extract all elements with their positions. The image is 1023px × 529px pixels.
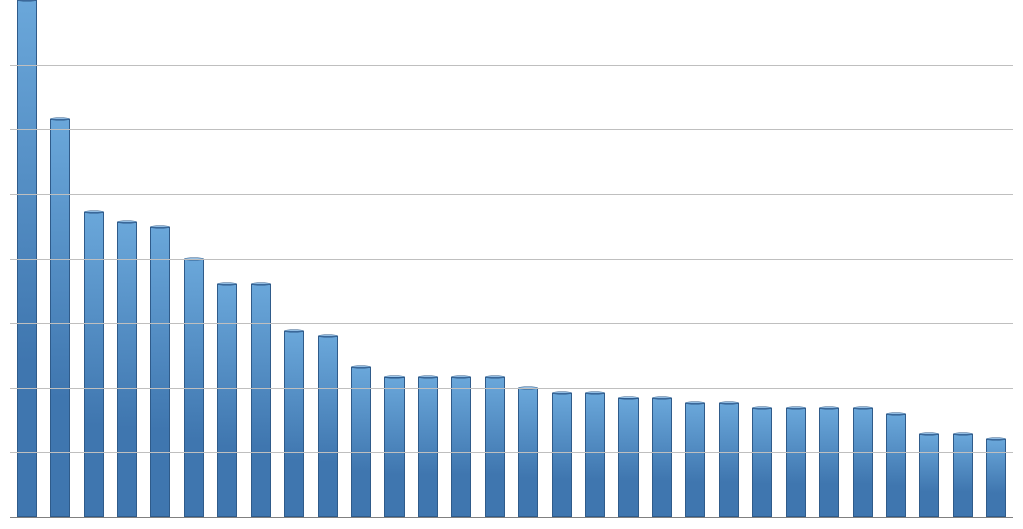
bar: [719, 403, 739, 517]
bar: [552, 393, 572, 517]
gridline: [10, 323, 1013, 324]
bar-body: [451, 377, 471, 517]
bar: [150, 227, 170, 517]
bar: [117, 222, 137, 517]
bar-body: [986, 439, 1006, 517]
bar-bevel: [886, 412, 906, 415]
bar-body: [552, 393, 572, 517]
bar-body: [853, 408, 873, 517]
bar: [752, 408, 772, 517]
bar-body: [819, 408, 839, 517]
bar: [652, 398, 672, 517]
gridline: [10, 65, 1013, 66]
bar-bevel: [50, 117, 70, 120]
bar: [384, 377, 404, 517]
bar: [886, 414, 906, 517]
gridline: [10, 388, 1013, 389]
bar: [351, 367, 371, 517]
bar: [919, 434, 939, 517]
bar-body: [585, 393, 605, 517]
bar: [418, 377, 438, 517]
bar: [217, 284, 237, 517]
bar-body: [284, 331, 304, 517]
baseline: [10, 517, 1013, 518]
bar: [986, 439, 1006, 517]
bar-bevel: [84, 210, 104, 213]
bar: [953, 434, 973, 517]
bar: [251, 284, 271, 517]
bar-body: [485, 377, 505, 517]
bar-chart: [10, 0, 1013, 517]
bar: [318, 336, 338, 517]
bar-body: [786, 408, 806, 517]
bar-body: [351, 367, 371, 517]
bar-body: [886, 414, 906, 517]
bar-body: [217, 284, 237, 517]
bar-body: [418, 377, 438, 517]
bar: [284, 331, 304, 517]
bar-body: [953, 434, 973, 517]
bar-body: [384, 377, 404, 517]
plot-area: [10, 0, 1013, 517]
gridline: [10, 452, 1013, 453]
bar-bevel: [284, 329, 304, 332]
bar: [585, 393, 605, 517]
bar-bevel: [552, 391, 572, 394]
bar: [819, 408, 839, 517]
bar-body: [685, 403, 705, 517]
bar: [685, 403, 705, 517]
bar-body: [50, 119, 70, 517]
bar: [485, 377, 505, 517]
bar: [853, 408, 873, 517]
bar-body: [652, 398, 672, 517]
bar-body: [318, 336, 338, 517]
bar: [451, 377, 471, 517]
bar-body: [719, 403, 739, 517]
bar: [618, 398, 638, 517]
bar-body: [919, 434, 939, 517]
bar-body: [150, 227, 170, 517]
bar-bevel: [585, 391, 605, 394]
bar: [786, 408, 806, 517]
gridline: [10, 259, 1013, 260]
gridline: [10, 129, 1013, 130]
bar-body: [251, 284, 271, 517]
bar-body: [618, 398, 638, 517]
bar-body: [117, 222, 137, 517]
bar-body: [752, 408, 772, 517]
gridline: [10, 194, 1013, 195]
bar: [50, 119, 70, 517]
